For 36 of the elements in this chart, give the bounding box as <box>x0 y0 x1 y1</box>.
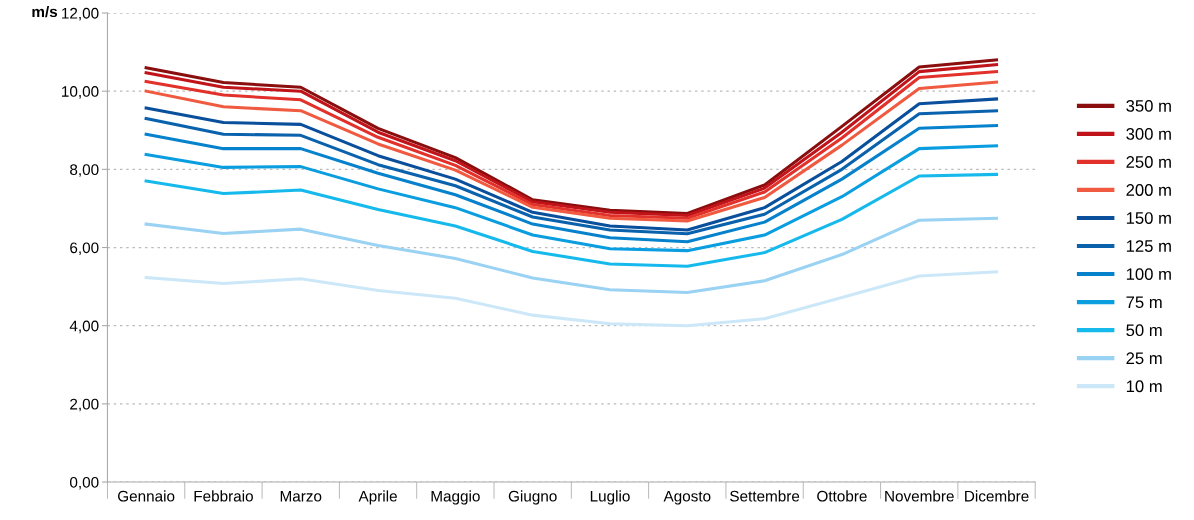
legend-label: 150 m <box>1126 212 1171 224</box>
x-tick-label: Giugno <box>508 490 557 505</box>
x-tick-label: Agosto <box>663 490 711 505</box>
y-tick-label: 8,00 <box>70 164 99 177</box>
legend-label: 10 m <box>1126 380 1162 393</box>
x-tick-label: Aprile <box>358 490 397 505</box>
legend-label: 300 m <box>1126 128 1171 140</box>
line-series <box>144 216 999 294</box>
line-series <box>144 144 999 253</box>
y-tick-label: 2,00 <box>70 398 99 412</box>
x-tick-label: Maggio <box>431 490 480 505</box>
y-tick-label: 4,00 <box>69 320 99 334</box>
x-tick-label: Novembre <box>885 490 954 502</box>
x-tick-label: Febbraio <box>194 490 253 502</box>
x-tick-label: Settembre <box>730 490 800 502</box>
y-tick-label: 6,00 <box>70 242 99 256</box>
y-tick-label: 10,00 <box>62 86 99 99</box>
x-tick-label: Dicembre <box>965 490 1029 502</box>
legend-label: 125 m <box>1126 240 1171 252</box>
line-series <box>144 270 999 328</box>
x-tick-label: Luglio <box>590 490 630 505</box>
legend-label: 100 m <box>1126 268 1171 281</box>
x-tick-label: Gennaio <box>118 490 175 502</box>
x-tick-label: Ottobre <box>817 490 867 502</box>
x-tick-label: Marzo <box>280 490 322 502</box>
legend-label: 25 m <box>1126 352 1162 365</box>
legend-label: 200 m <box>1126 184 1171 196</box>
legend-label: 350 m <box>1126 100 1171 112</box>
y-axis-title: m/s <box>32 5 58 18</box>
legend-label: 50 m <box>1126 324 1162 337</box>
legend-label: 75 m <box>1126 296 1162 309</box>
y-tick-label: 12,00 <box>62 7 99 21</box>
legend-label: 250 m <box>1126 156 1171 168</box>
line-series <box>144 172 999 268</box>
line-series <box>144 124 999 244</box>
y-tick-label: 0,00 <box>69 476 99 490</box>
